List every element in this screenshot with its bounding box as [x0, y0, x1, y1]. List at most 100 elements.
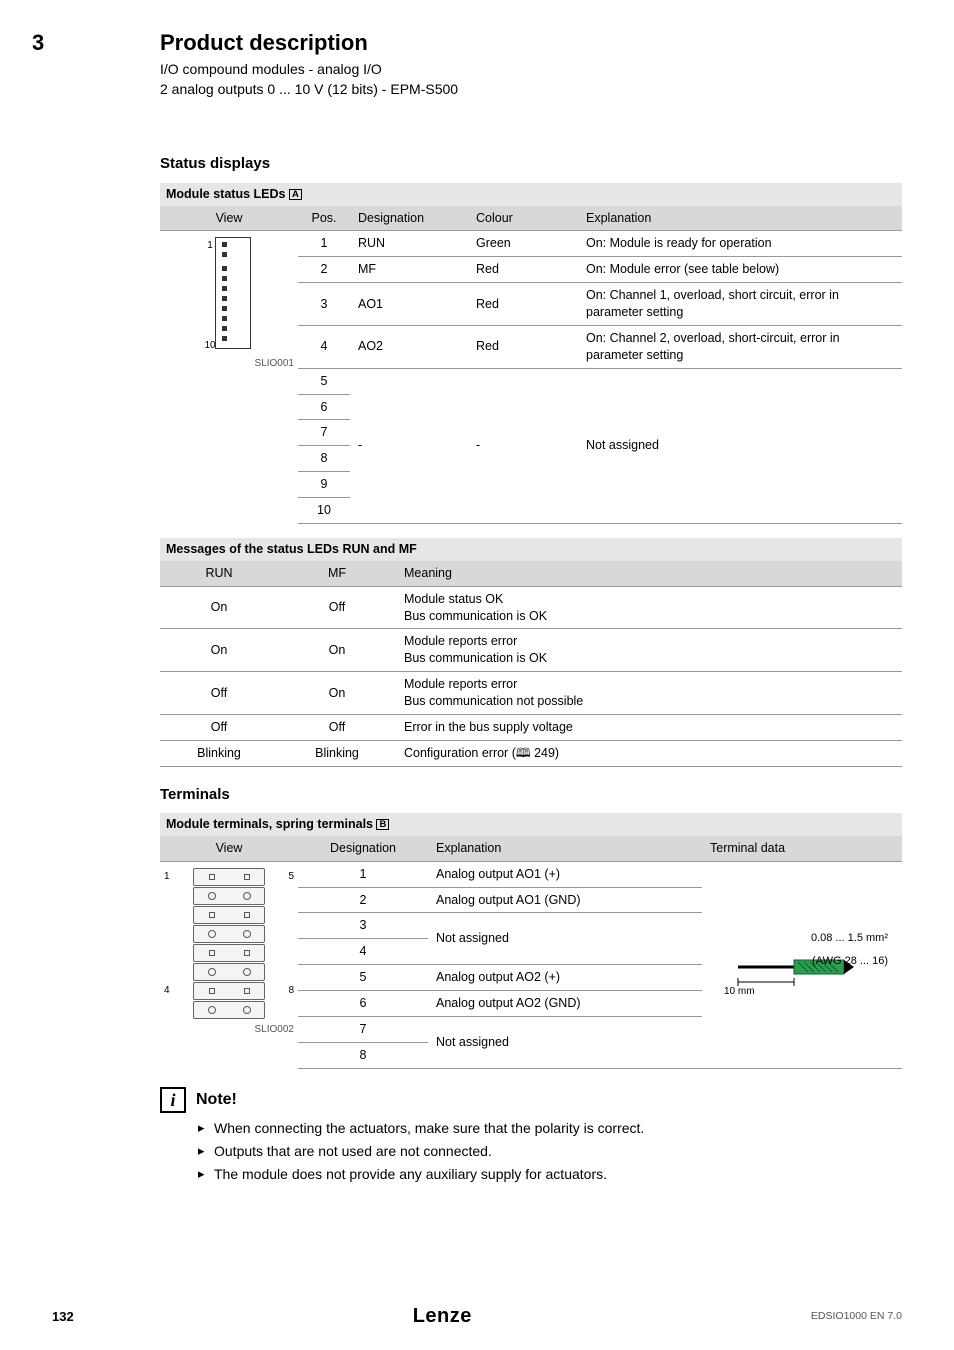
page-header: Product description I/O compound modules… — [160, 28, 902, 98]
term-view-diagram: 1 5 4 8 SLIO002 — [160, 861, 298, 1068]
msg-th-meaning: Meaning — [396, 561, 902, 586]
note-title: Note! — [196, 1089, 237, 1111]
chapter-number: 3 — [32, 28, 44, 58]
term-th-expl: Explanation — [428, 836, 702, 861]
led-table-caption-sym: A — [289, 189, 302, 201]
status-displays-title: Status displays — [160, 154, 902, 174]
msg-meaning-a: Module reports error — [404, 634, 517, 648]
msg-table: RUN MF Meaning On Off Module status OK Bu… — [160, 561, 902, 767]
msg-table-caption: Messages of the status LEDs RUN and MF — [160, 538, 902, 561]
term-th-data: Terminal data — [702, 836, 902, 861]
led-pos: 7 — [298, 420, 350, 446]
led-colour: Red — [468, 283, 578, 326]
term-row-icon — [193, 1001, 265, 1019]
led-th-colour: Colour — [468, 206, 578, 231]
term-desig: 3 — [298, 913, 428, 939]
term-expl-na: Not assigned — [428, 1016, 702, 1068]
led-desig: RUN — [350, 231, 468, 257]
term-row-icon — [193, 887, 265, 905]
led-colour: Red — [468, 325, 578, 368]
led-diagram-label: SLIO001 — [164, 357, 294, 371]
term-data-range: 0.08 ... 1.5 mm² — [710, 931, 894, 946]
led-pos: 4 — [298, 325, 350, 368]
msg-meaning: Module reports error Bus communication no… — [396, 672, 902, 715]
term-lead-tl: 1 — [164, 870, 170, 884]
led-expl: On: Module error (see table below) — [578, 257, 902, 283]
msg-meaning-a: Module status OK — [404, 592, 503, 606]
info-icon: i — [160, 1087, 186, 1113]
term-table-caption-text: Module terminals, spring terminals — [166, 817, 376, 831]
led-pos: 10 — [298, 498, 350, 524]
led-pos: 8 — [298, 446, 350, 472]
msg-meaning: Module status OK Bus communication is OK — [396, 586, 902, 629]
led-lead-top: 1 — [207, 237, 213, 253]
led-table-caption: Module status LEDs A — [160, 183, 902, 206]
msg-meaning: Module reports errorBus communication is… — [396, 629, 902, 672]
msg-mf: Off — [278, 714, 396, 740]
led-th-pos: Pos. — [298, 206, 350, 231]
msg-run: On — [160, 629, 278, 672]
note-item: The module does not provide any auxiliar… — [198, 1165, 902, 1184]
page-title: Product description — [160, 28, 902, 58]
msg-meaning-b: Bus communication is OK — [404, 609, 547, 623]
term-lead-bl: 4 — [164, 984, 170, 998]
msg-mf: Blinking — [278, 740, 396, 766]
brand-logo: Lenze — [413, 1303, 472, 1330]
led-colour: Red — [468, 257, 578, 283]
led-colour: Green — [468, 231, 578, 257]
note-item: Outputs that are not used are not connec… — [198, 1142, 902, 1161]
term-desig: 1 — [298, 861, 428, 887]
led-desig: AO1 — [350, 283, 468, 326]
msg-run: Off — [160, 672, 278, 715]
msg-mf: On — [278, 672, 396, 715]
term-expl: Analog output AO1 (GND) — [428, 887, 702, 913]
msg-run: On — [160, 586, 278, 629]
term-table: View Designation Explanation Terminal da… — [160, 836, 902, 1069]
note-box: i Note! When connecting the actuators, m… — [160, 1087, 902, 1184]
led-view-diagram: 1 — [160, 231, 298, 524]
msg-meaning: Configuration error (🕮 249) — [396, 740, 902, 766]
led-pos: 5 — [298, 368, 350, 394]
msg-run: Off — [160, 714, 278, 740]
msg-th-run: RUN — [160, 561, 278, 586]
term-expl: Analog output AO1 (+) — [428, 861, 702, 887]
term-lead-tr: 5 — [288, 870, 294, 884]
term-desig: 2 — [298, 887, 428, 913]
term-lead-br: 8 — [288, 984, 294, 998]
led-expl: On: Channel 1, overload, short circuit, … — [578, 283, 902, 326]
term-desig: 6 — [298, 991, 428, 1017]
term-expl: Analog output AO2 (GND) — [428, 991, 702, 1017]
term-desig: 5 — [298, 965, 428, 991]
term-th-desig: Designation — [298, 836, 428, 861]
led-th-desig: Designation — [350, 206, 468, 231]
page-subtitle-1: I/O compound modules - analog I/O — [160, 60, 902, 79]
term-table-caption-sym: B — [376, 819, 389, 831]
msg-run: Blinking — [160, 740, 278, 766]
term-expl-na: Not assigned — [428, 913, 702, 965]
term-row-icon — [193, 963, 265, 981]
term-desig: 4 — [298, 939, 428, 965]
led-pos: 1 — [298, 231, 350, 257]
msg-mf: On — [278, 629, 396, 672]
term-th-view: View — [160, 836, 298, 861]
terminals-title: Terminals — [160, 785, 902, 805]
term-row-icon — [193, 906, 265, 924]
led-table-caption-text: Module status LEDs — [166, 187, 289, 201]
led-pos: 6 — [298, 394, 350, 420]
term-expl: Analog output AO2 (+) — [428, 965, 702, 991]
term-row-icon — [193, 925, 265, 943]
msg-th-mf: MF — [278, 561, 396, 586]
led-expl: On: Channel 2, overload, short-circuit, … — [578, 325, 902, 368]
msg-mf: Off — [278, 586, 396, 629]
led-th-view: View — [160, 206, 298, 231]
term-desig: 7 — [298, 1016, 428, 1042]
term-row-icon — [193, 868, 265, 886]
msg-meaning: Error in the bus supply voltage — [396, 714, 902, 740]
term-data-cell: 0.08 ... 1.5 mm² (AWG 28 ... 16) 10 mm — [702, 861, 902, 1068]
msg-meaning-a: Module reports error — [404, 677, 517, 691]
led-table: View Pos. Designation Colour Explanation… — [160, 206, 902, 524]
status-displays-section: Status displays Module status LEDs A Vie… — [160, 154, 902, 766]
msg-meaning-b: Bus communication not possible — [404, 694, 583, 708]
page-number: 132 — [52, 1308, 74, 1326]
page-subtitle-2: 2 analog outputs 0 ... 10 V (12 bits) - … — [160, 80, 902, 99]
